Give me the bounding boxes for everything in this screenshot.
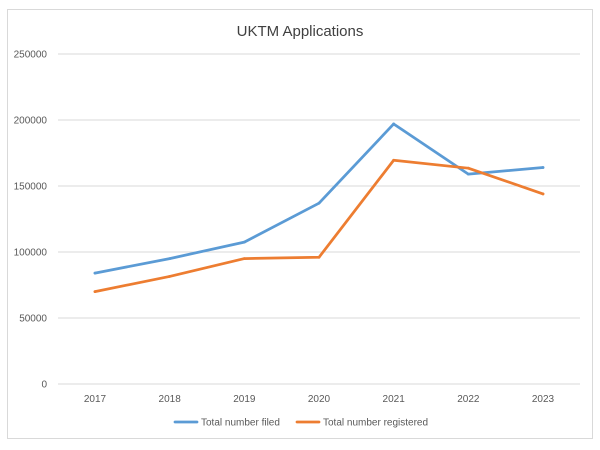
x-tick-label: 2023 [532, 394, 555, 405]
legend-label: Total number filed [201, 418, 280, 429]
x-tick-label: 2017 [84, 394, 107, 405]
data-point [317, 255, 321, 259]
data-point [466, 166, 470, 170]
data-point [466, 172, 470, 176]
x-tick-label: 2022 [457, 394, 480, 405]
series-line-filed [93, 122, 545, 275]
y-tick-label: 50000 [19, 314, 47, 325]
x-axis-ticks: 2017 2018 2019 2020 2021 2022 2023 [84, 394, 555, 405]
series-lines [93, 122, 545, 293]
legend: Total number filed Total number registere… [173, 418, 428, 429]
data-point [242, 240, 246, 244]
legend-label: Total number registered [323, 418, 428, 429]
data-point [541, 192, 545, 196]
x-tick-label: 2020 [308, 394, 331, 405]
y-tick-label: 100000 [14, 248, 48, 259]
x-tick-label: 2021 [383, 394, 406, 405]
data-point [168, 257, 172, 260]
x-tick-label: 2019 [233, 394, 256, 405]
y-tick-label: 250000 [14, 50, 48, 61]
data-point [168, 275, 172, 278]
series-line-registered [93, 158, 545, 293]
data-point [541, 166, 545, 169]
y-tick-label: 200000 [14, 116, 48, 127]
y-tick-label: 0 [41, 380, 47, 391]
chart-area [7, 9, 593, 439]
data-point [317, 201, 321, 205]
data-point [93, 290, 97, 293]
data-point [93, 271, 97, 275]
gridlines [58, 53, 580, 385]
chart-title: UKTM Applications [237, 23, 364, 40]
y-tick-label: 150000 [14, 182, 48, 193]
y-axis-ticks: 0 50000 100000 150000 200000 250000 [14, 50, 48, 391]
data-point [392, 122, 396, 126]
data-point [242, 257, 246, 260]
x-tick-label: 2018 [159, 394, 182, 405]
data-point [392, 158, 396, 162]
